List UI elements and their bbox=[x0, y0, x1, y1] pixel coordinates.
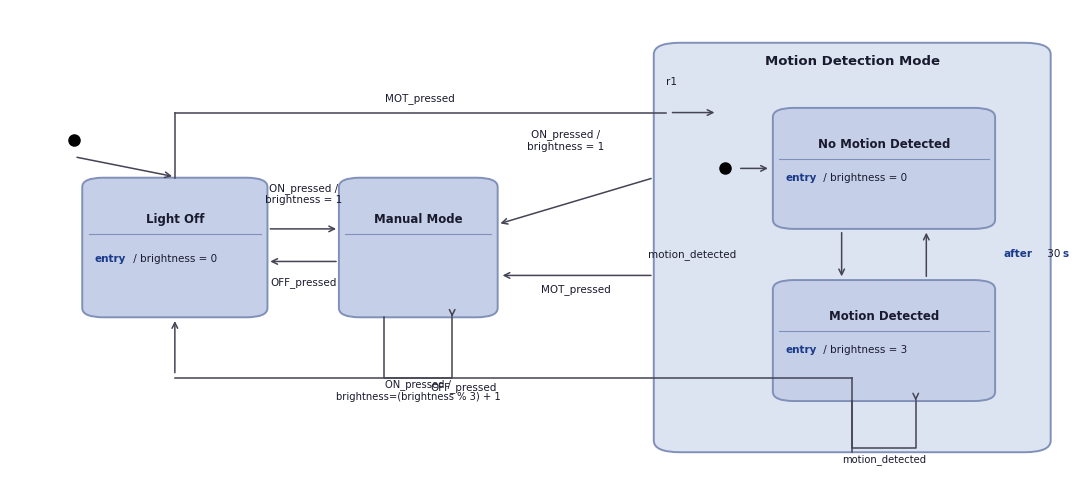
FancyBboxPatch shape bbox=[339, 178, 498, 317]
Text: No Motion Detected: No Motion Detected bbox=[818, 138, 950, 150]
Text: ON_pressed /
brightness = 1: ON_pressed / brightness = 1 bbox=[527, 129, 604, 152]
Text: entry: entry bbox=[785, 173, 816, 183]
Text: after: after bbox=[1003, 249, 1032, 259]
Text: Manual Mode: Manual Mode bbox=[374, 213, 462, 226]
Text: ON_pressed /
brightness = 1: ON_pressed / brightness = 1 bbox=[265, 183, 341, 205]
FancyBboxPatch shape bbox=[82, 178, 268, 317]
Text: OFF_pressed: OFF_pressed bbox=[430, 383, 497, 394]
Text: ON_pressed /
brightness=(brightness % 3) + 1: ON_pressed / brightness=(brightness % 3)… bbox=[336, 380, 501, 402]
Text: / brightness = 3: / brightness = 3 bbox=[821, 345, 907, 355]
Text: MOT_pressed: MOT_pressed bbox=[541, 284, 610, 295]
Text: OFF_pressed: OFF_pressed bbox=[270, 277, 336, 288]
Text: / brightness = 0: / brightness = 0 bbox=[821, 173, 907, 183]
Text: Motion Detected: Motion Detected bbox=[828, 310, 940, 323]
Text: motion_detected: motion_detected bbox=[648, 249, 735, 260]
FancyBboxPatch shape bbox=[773, 108, 995, 229]
FancyBboxPatch shape bbox=[653, 43, 1051, 452]
FancyBboxPatch shape bbox=[773, 280, 995, 401]
Text: / brightness = 0: / brightness = 0 bbox=[130, 253, 217, 264]
Text: 30: 30 bbox=[1043, 249, 1064, 259]
Text: Motion Detection Mode: Motion Detection Mode bbox=[765, 55, 940, 68]
Text: entry: entry bbox=[95, 253, 126, 264]
Text: MOT_pressed: MOT_pressed bbox=[384, 93, 455, 104]
Text: motion_detected: motion_detected bbox=[842, 454, 926, 465]
Text: r1: r1 bbox=[666, 77, 677, 87]
Text: entry: entry bbox=[785, 345, 816, 355]
Text: Light Off: Light Off bbox=[146, 213, 204, 226]
Text: s: s bbox=[1063, 249, 1069, 259]
